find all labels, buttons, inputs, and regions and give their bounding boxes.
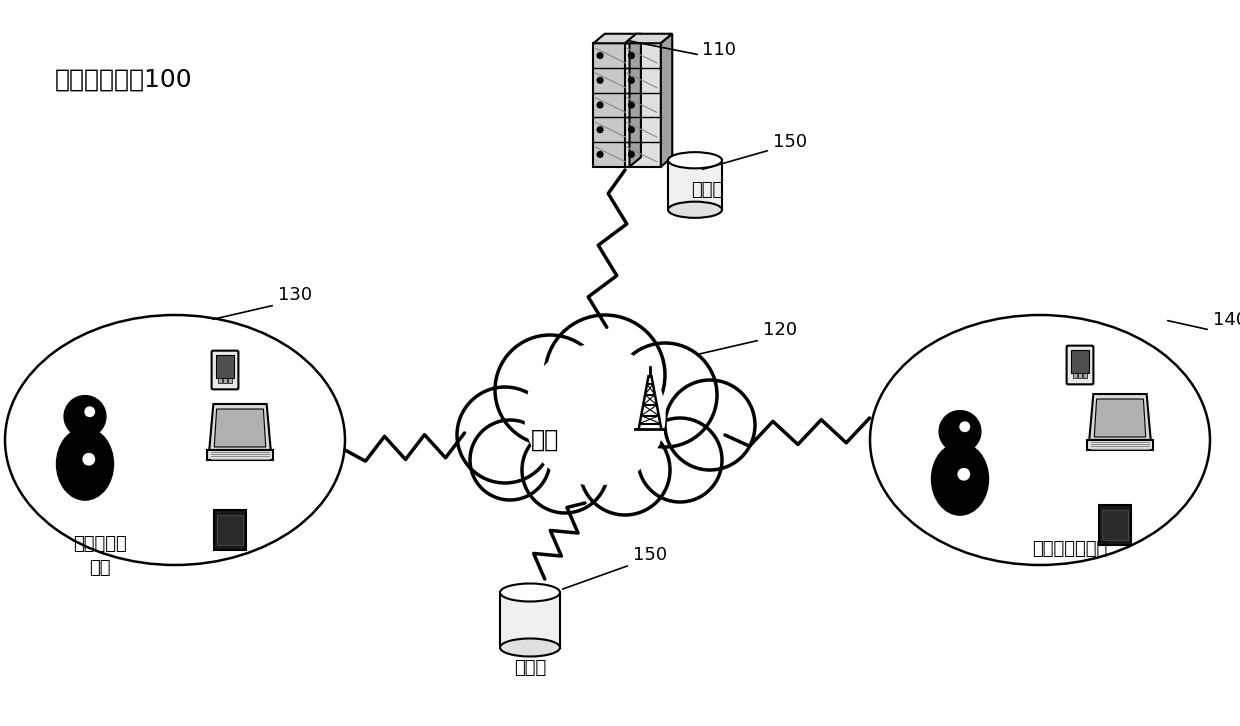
Text: 150: 150: [773, 133, 807, 151]
Circle shape: [522, 427, 608, 513]
Bar: [1087, 440, 1153, 450]
Ellipse shape: [668, 152, 722, 168]
Polygon shape: [210, 404, 270, 450]
Circle shape: [960, 422, 970, 431]
Circle shape: [959, 468, 970, 480]
Text: 服务请求方
终端: 服务请求方 终端: [73, 535, 126, 576]
Ellipse shape: [931, 443, 988, 515]
Bar: [228, 378, 232, 383]
Circle shape: [580, 425, 670, 515]
Circle shape: [458, 387, 553, 483]
Circle shape: [639, 418, 722, 502]
Circle shape: [629, 78, 634, 83]
Bar: [207, 450, 273, 460]
Polygon shape: [661, 33, 672, 167]
Bar: [216, 355, 234, 378]
Polygon shape: [215, 409, 265, 447]
Text: 数据库: 数据库: [691, 181, 723, 199]
Circle shape: [495, 335, 605, 445]
Text: 网络: 网络: [531, 428, 559, 452]
Bar: [223, 378, 227, 383]
Circle shape: [86, 407, 94, 417]
Circle shape: [629, 127, 634, 133]
Circle shape: [598, 53, 603, 59]
Circle shape: [598, 127, 603, 133]
Bar: [625, 44, 661, 167]
Polygon shape: [630, 33, 641, 167]
Bar: [668, 160, 722, 210]
Polygon shape: [1094, 399, 1146, 437]
Bar: [1083, 372, 1087, 378]
Circle shape: [64, 396, 105, 437]
Bar: [1078, 372, 1083, 378]
Text: 运力调度系统100: 运力调度系统100: [55, 68, 192, 92]
Circle shape: [598, 102, 603, 108]
Circle shape: [546, 315, 665, 435]
Circle shape: [470, 420, 551, 500]
Circle shape: [613, 343, 717, 447]
Circle shape: [629, 53, 634, 59]
Text: 120: 120: [763, 321, 797, 339]
Ellipse shape: [57, 428, 114, 500]
Text: 140: 140: [1213, 311, 1240, 329]
Circle shape: [598, 78, 603, 83]
Ellipse shape: [668, 202, 722, 218]
Bar: [217, 515, 243, 544]
Circle shape: [629, 152, 634, 158]
Polygon shape: [594, 33, 641, 44]
Text: 130: 130: [278, 286, 312, 304]
Circle shape: [629, 102, 634, 108]
Text: 数据库: 数据库: [513, 659, 546, 677]
Circle shape: [665, 380, 755, 470]
Text: 110: 110: [702, 41, 737, 59]
Bar: [500, 592, 560, 648]
Bar: [218, 378, 222, 383]
Circle shape: [598, 152, 603, 158]
Circle shape: [525, 345, 665, 485]
FancyBboxPatch shape: [1066, 346, 1094, 384]
Bar: [215, 510, 246, 550]
Text: 服务提供方终端: 服务提供方终端: [1033, 540, 1107, 558]
Circle shape: [83, 454, 94, 465]
Bar: [594, 44, 630, 167]
Ellipse shape: [5, 315, 345, 565]
Text: 150: 150: [632, 546, 667, 564]
Polygon shape: [1089, 394, 1151, 440]
Ellipse shape: [870, 315, 1210, 565]
Bar: [1073, 372, 1076, 378]
Ellipse shape: [500, 638, 560, 656]
Bar: [1071, 350, 1089, 373]
Polygon shape: [625, 33, 672, 44]
Bar: [1102, 510, 1127, 539]
Ellipse shape: [500, 584, 560, 602]
Circle shape: [939, 411, 981, 452]
FancyBboxPatch shape: [212, 351, 238, 389]
Bar: [1100, 505, 1131, 544]
